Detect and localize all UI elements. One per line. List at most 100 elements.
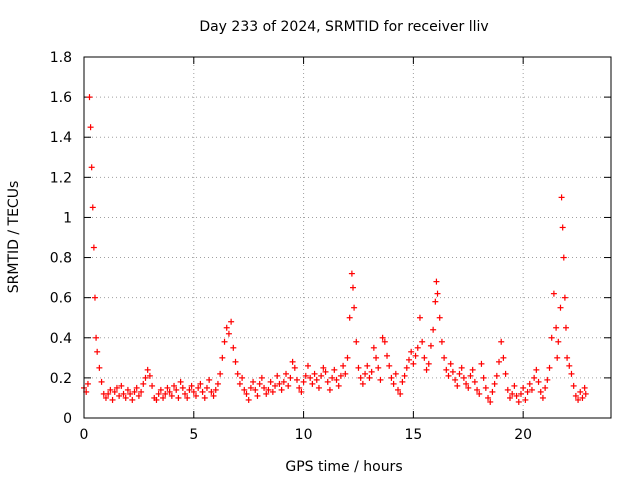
data-point [162, 390, 169, 397]
data-point [256, 380, 263, 387]
data-point [403, 364, 410, 371]
data-point [362, 370, 369, 377]
data-point [206, 376, 213, 383]
data-point [320, 364, 327, 371]
data-point [133, 384, 140, 391]
data-point [438, 338, 445, 345]
data-point [171, 382, 178, 389]
y-tick-label: 1.2 [50, 170, 72, 186]
data-point [349, 284, 356, 291]
data-point [102, 394, 109, 401]
data-point [568, 370, 575, 377]
data-point [197, 380, 204, 387]
data-point [515, 398, 522, 405]
y-tick-label: 0.2 [50, 371, 72, 387]
data-point [168, 392, 175, 399]
data-point [335, 382, 342, 389]
y-tick-label: 0.8 [50, 251, 72, 267]
data-point [166, 388, 173, 395]
plot-frame [83, 56, 612, 419]
data-point [146, 372, 153, 379]
data-point [245, 396, 252, 403]
data-point [214, 380, 221, 387]
data-point [476, 390, 483, 397]
data-point [528, 386, 535, 393]
data-point [535, 378, 542, 385]
data-point [223, 324, 230, 331]
chart-title: Day 233 of 2024, SRMTID for receiver lli… [199, 19, 488, 35]
data-point [344, 354, 351, 361]
data-point [199, 388, 206, 395]
grid-layer [84, 57, 611, 418]
data-point [485, 394, 492, 401]
data-point [232, 358, 239, 365]
data-point [430, 326, 437, 333]
y-tick-label: 0.6 [50, 291, 72, 307]
data-point [177, 378, 184, 385]
y-tick-label: 1.6 [50, 90, 72, 106]
data-point [504, 386, 511, 393]
data-point [432, 298, 439, 305]
data-point [427, 342, 434, 349]
data-point [304, 362, 311, 369]
data-point [247, 384, 254, 391]
data-point [513, 392, 520, 399]
data-point [225, 330, 232, 337]
data-point [289, 358, 296, 365]
data-point [333, 376, 340, 383]
data-point [212, 386, 219, 393]
data-point [561, 294, 568, 301]
data-point [278, 386, 285, 393]
data-point [392, 370, 399, 377]
data-point [298, 388, 305, 395]
y-tick-label: 0 [63, 411, 72, 427]
data-point [416, 314, 423, 321]
data-point [173, 386, 180, 393]
data-point [300, 378, 307, 385]
data-point [228, 318, 235, 325]
y-tick-label: 1.8 [50, 50, 72, 66]
data-point [414, 344, 421, 351]
data-point [526, 380, 533, 387]
data-point [192, 392, 199, 399]
data-point [285, 382, 292, 389]
data-point [252, 386, 259, 393]
data-point [410, 360, 417, 367]
data-point [443, 366, 450, 373]
data-point [458, 364, 465, 371]
data-point [558, 194, 565, 201]
data-point [307, 374, 314, 381]
data-point [531, 374, 538, 381]
data-point [386, 362, 393, 369]
data-point [511, 382, 518, 389]
data-point [313, 376, 320, 383]
data-point [98, 378, 105, 385]
data-point [243, 390, 250, 397]
data-point [122, 394, 129, 401]
data-point [89, 204, 96, 211]
data-point [346, 314, 353, 321]
data-point [463, 380, 470, 387]
data-point [452, 376, 459, 383]
data-point [111, 388, 118, 395]
data-point [149, 382, 156, 389]
data-point [491, 380, 498, 387]
data-point [500, 354, 507, 361]
data-point [548, 334, 555, 341]
data-point [559, 224, 566, 231]
data-point [90, 244, 97, 251]
data-point [221, 338, 228, 345]
data-point [419, 338, 426, 345]
data-point [203, 384, 210, 391]
data-point [120, 390, 127, 397]
data-point [471, 378, 478, 385]
x-tick-label: 15 [404, 427, 422, 443]
y-tick-label: 0.4 [50, 331, 72, 347]
data-point [86, 94, 93, 101]
data-point [498, 338, 505, 345]
data-point [560, 254, 567, 261]
data-point [129, 396, 136, 403]
data-point [449, 368, 456, 375]
data-point [153, 396, 160, 403]
data-point [377, 376, 384, 383]
